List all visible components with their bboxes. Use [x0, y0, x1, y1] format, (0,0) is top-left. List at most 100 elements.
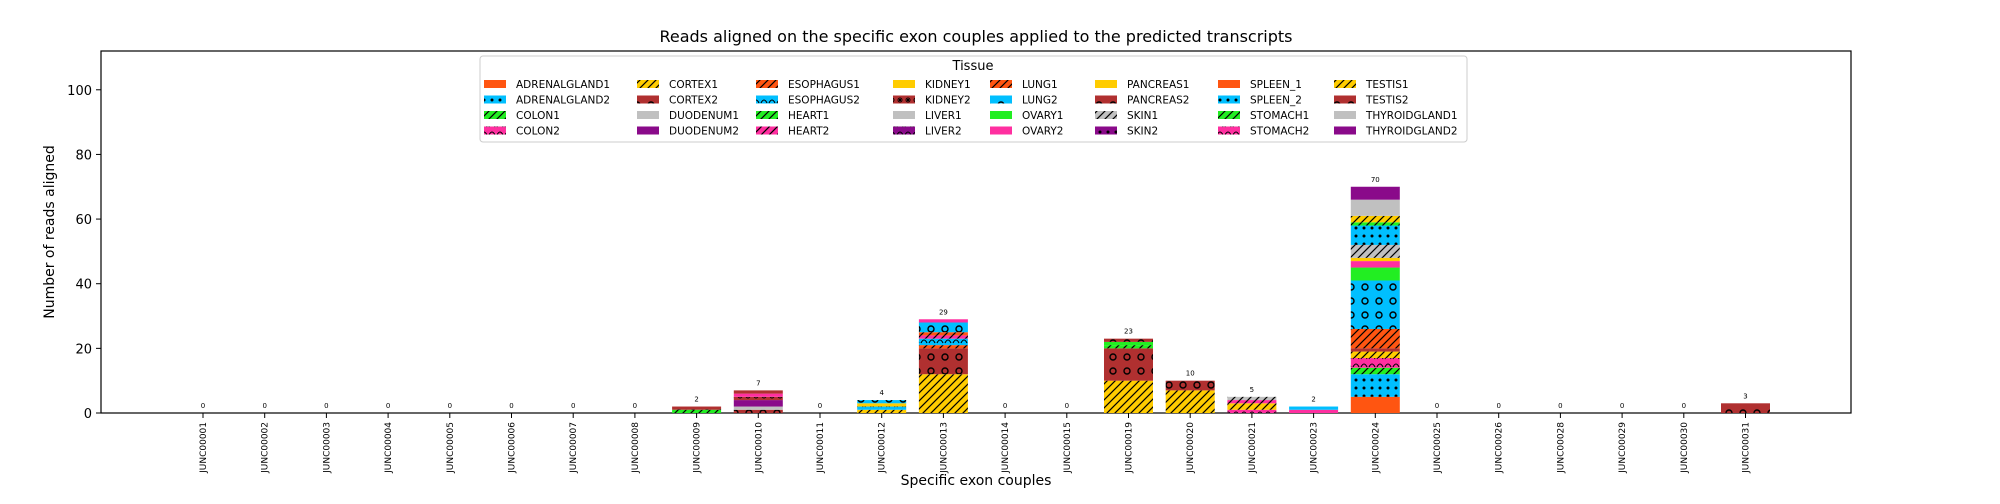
legend-swatch [1334, 80, 1356, 88]
legend-swatch [637, 95, 659, 104]
bar-segment [1350, 328, 1400, 349]
legend-swatch [893, 80, 915, 88]
legend-swatch [1334, 111, 1356, 119]
bar-total-label: 70 [1371, 176, 1380, 184]
y-axis-label: Number of reads aligned [42, 145, 58, 319]
bar-segment [1350, 348, 1400, 352]
bar-segment [1350, 222, 1400, 226]
bar-total-label: 0 [1003, 402, 1007, 410]
x-tick-label: JUNC00012 [878, 422, 888, 474]
bar-total-label: 0 [1558, 402, 1562, 410]
y-tick-label: 0 [84, 407, 92, 422]
y-tick-label: 100 [67, 84, 92, 99]
legend-label: ESOPHAGUS1 [788, 79, 860, 91]
legend-swatch [637, 80, 659, 88]
bar-segment [1227, 400, 1277, 404]
x-tick-label: JUNC00020 [1186, 422, 1196, 474]
bar-total-label: 10 [1186, 370, 1195, 378]
x-tick-label: JUNC00029 [1618, 422, 1628, 474]
bar-total-label: 0 [324, 402, 328, 410]
bar-segment [857, 400, 907, 404]
bar-segment [1350, 396, 1400, 413]
bar-total-label: 23 [1124, 328, 1133, 336]
bar-total-label: 5 [1250, 386, 1254, 394]
bar-segment [918, 335, 968, 339]
bar-total-label: 29 [939, 308, 948, 316]
legend-label: CORTEX1 [669, 79, 718, 91]
legend-swatch [1095, 111, 1117, 119]
x-tick-label: JUNC00001 [199, 422, 209, 474]
legend-swatch [484, 80, 506, 88]
bar-total-label: 0 [201, 402, 205, 410]
legend-label: STOMACH1 [1250, 110, 1309, 122]
bar-total-label: 0 [262, 402, 266, 410]
legend-label: KIDNEY1 [925, 79, 971, 91]
legend-swatch [756, 80, 778, 88]
bar-segment [1104, 348, 1153, 381]
bar-segment [1104, 338, 1153, 342]
legend-swatch [756, 111, 778, 119]
bar-total-label: 0 [1065, 402, 1069, 410]
legend-label: SPLEEN_2 [1250, 95, 1302, 107]
bar-segment [1721, 403, 1770, 413]
legend-label: SPLEEN_1 [1250, 79, 1302, 91]
legend: Tissue ADRENALGLAND1 ADRENALGLAND2 COLON1 C… [479, 55, 1468, 143]
legend-label: ADRENALGLAND2 [516, 95, 610, 107]
bar-total-label: 0 [509, 402, 513, 410]
legend-title: Tissue [952, 59, 994, 74]
bar-segment [1350, 257, 1400, 262]
legend-label: SKIN2 [1127, 126, 1158, 138]
bar-segment [918, 348, 968, 375]
legend-label: LUNG2 [1022, 95, 1058, 107]
bar-total-label: 0 [818, 402, 822, 410]
legend-swatch [1095, 126, 1117, 135]
chart-title: Reads aligned on the specific exon coupl… [659, 27, 1292, 46]
legend-label: LUNG1 [1022, 79, 1058, 91]
bar-segment [857, 409, 907, 413]
legend-swatch [893, 95, 915, 104]
legend-label: TESTIS2 [1365, 95, 1409, 107]
x-axis-label: Specific exon couples [901, 473, 1052, 489]
bar-total-label: 0 [633, 402, 637, 410]
legend-swatch [1095, 95, 1117, 104]
legend-label: ADRENALGLAND1 [516, 79, 610, 91]
legend-label: OVARY1 [1022, 110, 1064, 122]
bar-segment [1350, 199, 1400, 216]
bar-segment [1350, 280, 1400, 329]
bar-segment [1289, 406, 1339, 410]
x-tick-label: JUNC00011 [816, 422, 826, 474]
bar-segment [1227, 403, 1277, 410]
legend-label: THYROIDGLAND2 [1365, 126, 1458, 138]
legend-label: PANCREAS2 [1127, 95, 1190, 107]
plot-area: 020406080100JUNC000010JUNC000020JUNC0000… [67, 50, 1852, 474]
legend-swatch [1334, 95, 1356, 104]
x-tick-label: JUNC00007 [569, 422, 579, 474]
bar-segment [733, 396, 783, 401]
bar-segment [918, 338, 968, 346]
axes-frame [100, 50, 1852, 414]
y-tick-label: 80 [75, 148, 92, 163]
legend-swatch [756, 95, 778, 104]
bar-total-label: 2 [694, 396, 698, 404]
bar-segment [857, 403, 907, 407]
legend-swatch [756, 126, 778, 135]
bar-total-label: 4 [879, 389, 884, 397]
bar-segment [857, 406, 907, 410]
x-tick-label: JUNC00004 [384, 422, 394, 474]
bar-segment [733, 409, 783, 413]
bar-segment [1350, 358, 1400, 368]
x-tick-label: JUNC00028 [1556, 422, 1566, 474]
legend-swatch [1218, 95, 1240, 104]
legend-swatch [990, 80, 1012, 88]
bar-total-label: 7 [756, 379, 760, 387]
bar-segment [1350, 367, 1400, 375]
bar-total-label: 0 [1682, 402, 1686, 410]
bar-segment [1350, 244, 1400, 258]
bar-segment [1289, 409, 1339, 413]
legend-label: KIDNEY2 [925, 95, 971, 107]
x-tick-label: JUNC00023 [1310, 422, 1320, 474]
bar-segment [1165, 390, 1215, 413]
x-tick-label: JUNC00025 [1433, 422, 1443, 474]
legend-label: DUODENUM1 [669, 110, 739, 122]
